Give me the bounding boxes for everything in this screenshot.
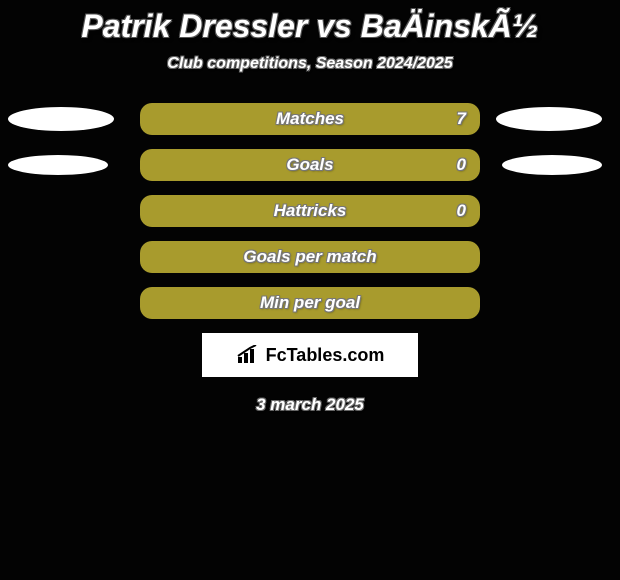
stat-value: 0 — [457, 155, 466, 175]
stat-rows: Matches 7 Goals 0 Hattricks 0 Goals per … — [0, 103, 620, 319]
stat-bar: Min per goal — [140, 287, 480, 319]
stat-label: Matches — [140, 109, 480, 129]
page-title: Patrik Dressler vs BaÄinskÃ½ — [0, 0, 620, 45]
left-marker — [8, 107, 114, 131]
bar-chart-icon — [236, 345, 262, 365]
subtitle: Club competitions, Season 2024/2025 — [0, 55, 620, 73]
logo-text: FcTables.com — [266, 345, 385, 366]
stat-value: 0 — [457, 201, 466, 221]
right-marker — [502, 155, 602, 175]
stat-bar: Hattricks 0 — [140, 195, 480, 227]
stat-bar: Goals 0 — [140, 149, 480, 181]
stat-label: Goals — [140, 155, 480, 175]
stat-row-goals: Goals 0 — [0, 149, 620, 181]
stat-label: Goals per match — [140, 247, 480, 267]
right-marker — [496, 107, 602, 131]
comparison-infographic: Patrik Dressler vs BaÄinskÃ½ Club compet… — [0, 0, 620, 580]
stat-value: 7 — [457, 109, 466, 129]
stat-label: Hattricks — [140, 201, 480, 221]
left-marker — [8, 155, 108, 175]
stat-row-hattricks: Hattricks 0 — [0, 195, 620, 227]
date-label: 3 march 2025 — [0, 395, 620, 415]
logo-box: FcTables.com — [202, 333, 418, 377]
stat-row-min-per-goal: Min per goal — [0, 287, 620, 319]
stat-row-matches: Matches 7 — [0, 103, 620, 135]
stat-bar: Matches 7 — [140, 103, 480, 135]
stat-bar: Goals per match — [140, 241, 480, 273]
stat-row-goals-per-match: Goals per match — [0, 241, 620, 273]
stat-label: Min per goal — [140, 293, 480, 313]
